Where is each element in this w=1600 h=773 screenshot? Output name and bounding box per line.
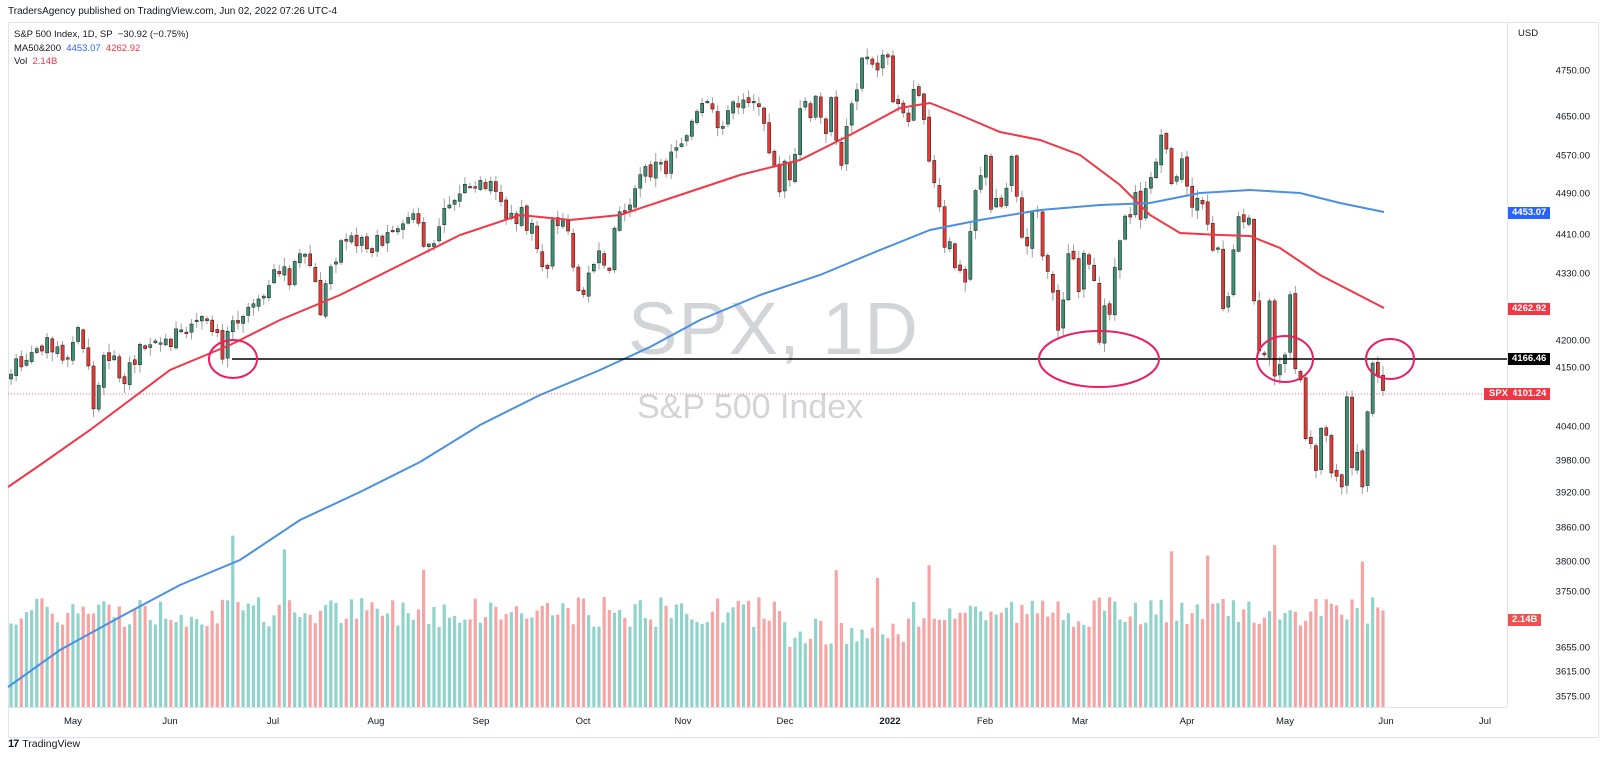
ma200-price-tag: 4453.07 [1508,207,1551,219]
annotation-ellipse[interactable] [1038,330,1160,388]
legend-ma50-value: 4262.92 [105,42,141,54]
price-tick-label: 3920.00 [1555,487,1590,499]
time-tick-label: Feb [976,716,994,727]
ma200-line [7,188,1385,688]
legend-ma-label: MA50&200 [14,42,62,54]
time-tick-label: Mar [1071,716,1089,727]
horizontal-line-price-tag: 4166.46 [1508,353,1551,365]
candlestick-series [9,48,1385,495]
time-tick-label: Jul [266,716,280,727]
price-tick-label: 4750.00 [1555,65,1590,77]
time-tick-label: May [1276,716,1294,727]
time-axis[interactable]: May Jun Jul Aug Sep Oct Nov Dec 2022 Feb Mar Apr May… [8,707,1507,738]
legend-vol-label: Vol [14,56,28,67]
time-tick-label: Jun [1378,716,1394,727]
time-tick-label: Aug [367,716,385,727]
time-tick-label: Jul [1478,716,1492,727]
time-tick-label: Apr [1179,716,1195,727]
symbol-price-tag: SPX [1484,388,1514,400]
price-tick-label: 4490.00 [1555,188,1590,200]
legend-ma-row[interactable]: MA50&200 4453.07 4262.92 [14,42,189,56]
chart-frame [8,22,1599,738]
price-chart-pane[interactable] [0,0,1507,707]
legend-symbol: S&P 500 Index, 1D, SP [14,29,113,40]
legend-change: −30.92 (−0.75%) [117,29,189,40]
price-tick-label: 3615.00 [1555,666,1590,678]
watermark-symbol: SPX, 1D [628,287,919,370]
time-tick-label: Nov [674,716,692,727]
annotation-ellipse[interactable] [1365,338,1415,380]
time-tick-label: Jun [162,716,178,727]
annotation-ellipse[interactable] [1256,335,1314,383]
ma50-line [7,101,1385,488]
time-tick-label: Sep [472,716,490,727]
price-tick-label: 3860.00 [1555,522,1590,534]
legend-symbol-row[interactable]: S&P 500 Index, 1D, SP −30.92 (−0.75%) [14,28,189,42]
tradingview-brand-text: TradingView [22,738,81,750]
chart-legend: S&P 500 Index, 1D, SP −30.92 (−0.75%) MA… [14,28,189,69]
time-tick-label: 2022 [879,716,901,727]
time-tick-label: Dec [776,716,794,727]
price-tick-label: 3575.00 [1555,691,1590,703]
price-tick-label: 4410.00 [1555,229,1590,241]
price-tick-label: 4040.00 [1555,421,1590,433]
price-tick-label: 3800.00 [1555,556,1590,568]
ma50-price-tag: 4262.92 [1508,303,1551,315]
price-tick-label: 4150.00 [1555,362,1590,374]
price-tick-label: 3980.00 [1555,455,1590,467]
price-tick-label: 4330.00 [1555,268,1590,280]
price-tick-label: 3750.00 [1555,586,1590,598]
price-tick-label: 4570.00 [1555,150,1590,162]
tradingview-logo-icon: 17 [8,738,19,750]
price-axis[interactable]: USD 4750.00 4650.00 4570.00 4490.00 4410.00 4… [1507,22,1600,707]
time-tick-label: May [64,716,82,727]
volume-series [9,535,1385,707]
legend-ma200-value: 4453.07 [66,42,101,54]
time-tick-label: Oct [575,716,591,727]
annotation-ellipse[interactable] [208,339,258,379]
tradingview-branding[interactable]: 17 TradingView [8,738,80,750]
currency-label: USD [1518,28,1539,39]
price-tick-label: 4650.00 [1555,111,1590,123]
publisher-attribution: TradersAgency published on TradingView.c… [8,6,338,17]
legend-vol-value: 2.14B [32,56,58,67]
legend-vol-row[interactable]: Vol 2.14B [14,55,189,69]
volume-price-tag: 2.14B [1508,614,1542,626]
last-price-tag: 4101.24 [1508,388,1551,400]
price-tick-label: 3655.00 [1555,642,1590,654]
price-tick-label: 4200.00 [1555,335,1590,347]
